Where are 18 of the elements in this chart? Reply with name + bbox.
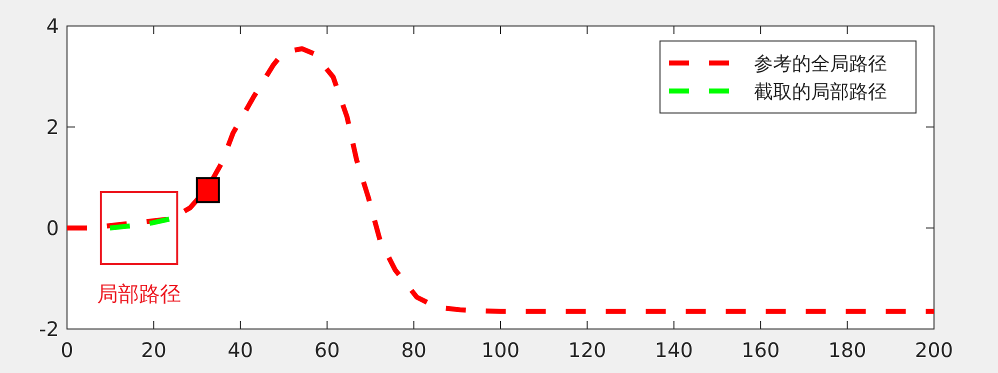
x-tick-label: 140 [654,338,693,362]
x-tick-label: 200 [914,338,954,362]
annotation: 局部路径 [97,282,182,306]
x-tick-label: 0 [60,338,74,362]
y-tick-label: -2 [39,317,59,341]
x-tick-label: 40 [228,338,254,362]
x-tick-label: 60 [314,338,340,362]
legend-label: 参考的全局路径 [754,53,887,75]
y-tick-label: 2 [46,115,59,139]
y-tick-label: 4 [46,14,59,38]
x-tick-label: 100 [481,338,520,362]
y-tick-label: 0 [46,216,59,240]
x-tick-label: 80 [401,338,427,362]
x-tick-label: 180 [828,338,866,362]
legend-label: 截取的局部路径 [754,81,887,103]
x-tick-label: 120 [568,338,606,362]
x-tick-label: 20 [140,338,166,362]
x-tick-label: 160 [742,338,780,362]
